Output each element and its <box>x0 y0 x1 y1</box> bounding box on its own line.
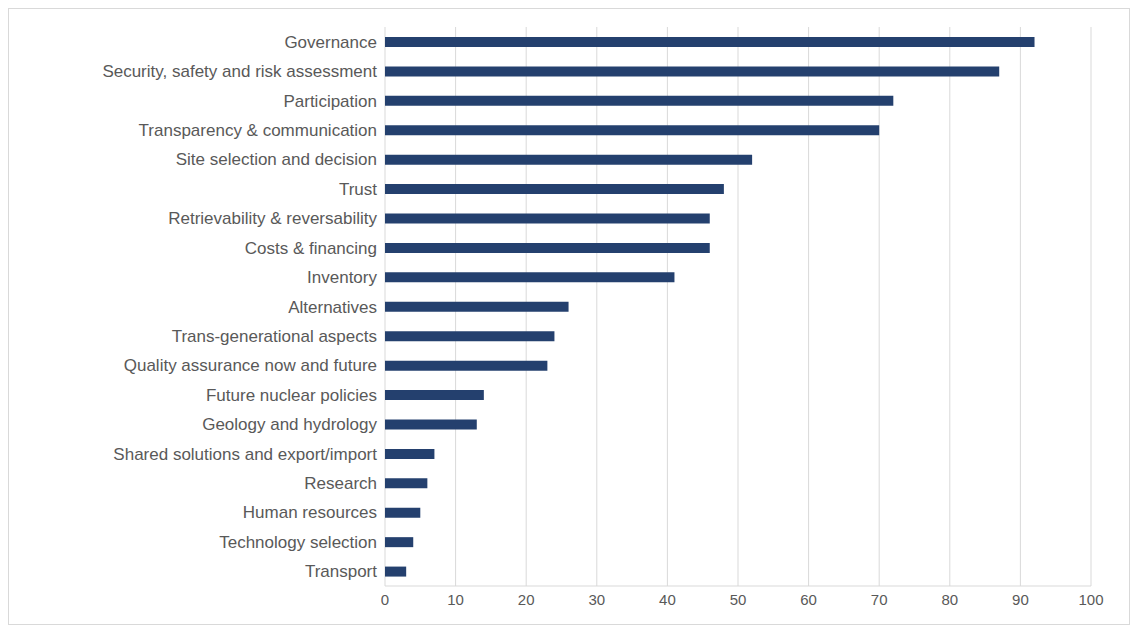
svg-text:Geology and hydrology: Geology and hydrology <box>202 415 377 434</box>
svg-text:Retrievability & reversability: Retrievability & reversability <box>168 209 377 228</box>
svg-text:10: 10 <box>447 591 464 608</box>
svg-text:Research: Research <box>304 474 377 493</box>
svg-text:Trust: Trust <box>339 180 377 199</box>
svg-text:Shared solutions and export/im: Shared solutions and export/import <box>113 445 377 464</box>
svg-text:0: 0 <box>381 591 389 608</box>
svg-text:40: 40 <box>659 591 676 608</box>
svg-text:Transport: Transport <box>305 562 377 581</box>
svg-text:Site selection and decision: Site selection and decision <box>176 150 377 169</box>
svg-text:Human resources: Human resources <box>243 503 377 522</box>
svg-text:Governance: Governance <box>284 33 377 52</box>
svg-text:Security, safety and risk asse: Security, safety and risk assessment <box>102 62 377 81</box>
svg-text:Inventory: Inventory <box>307 268 377 287</box>
svg-text:Costs & financing: Costs & financing <box>245 239 377 258</box>
svg-text:20: 20 <box>518 591 535 608</box>
svg-text:30: 30 <box>588 591 605 608</box>
svg-text:Technology selection: Technology selection <box>219 533 377 552</box>
svg-text:60: 60 <box>800 591 817 608</box>
svg-text:Quality assurance now and futu: Quality assurance now and future <box>124 356 377 375</box>
svg-text:Participation: Participation <box>283 92 377 111</box>
svg-text:Future nuclear policies: Future nuclear policies <box>206 386 377 405</box>
svg-text:Alternatives: Alternatives <box>288 298 377 317</box>
svg-text:Transparency & communication: Transparency & communication <box>139 121 377 140</box>
svg-text:70: 70 <box>871 591 888 608</box>
svg-text:80: 80 <box>941 591 958 608</box>
svg-text:50: 50 <box>730 591 747 608</box>
svg-text:Trans-generational aspects: Trans-generational aspects <box>172 327 377 346</box>
svg-text:90: 90 <box>1012 591 1029 608</box>
svg-text:100: 100 <box>1078 591 1103 608</box>
